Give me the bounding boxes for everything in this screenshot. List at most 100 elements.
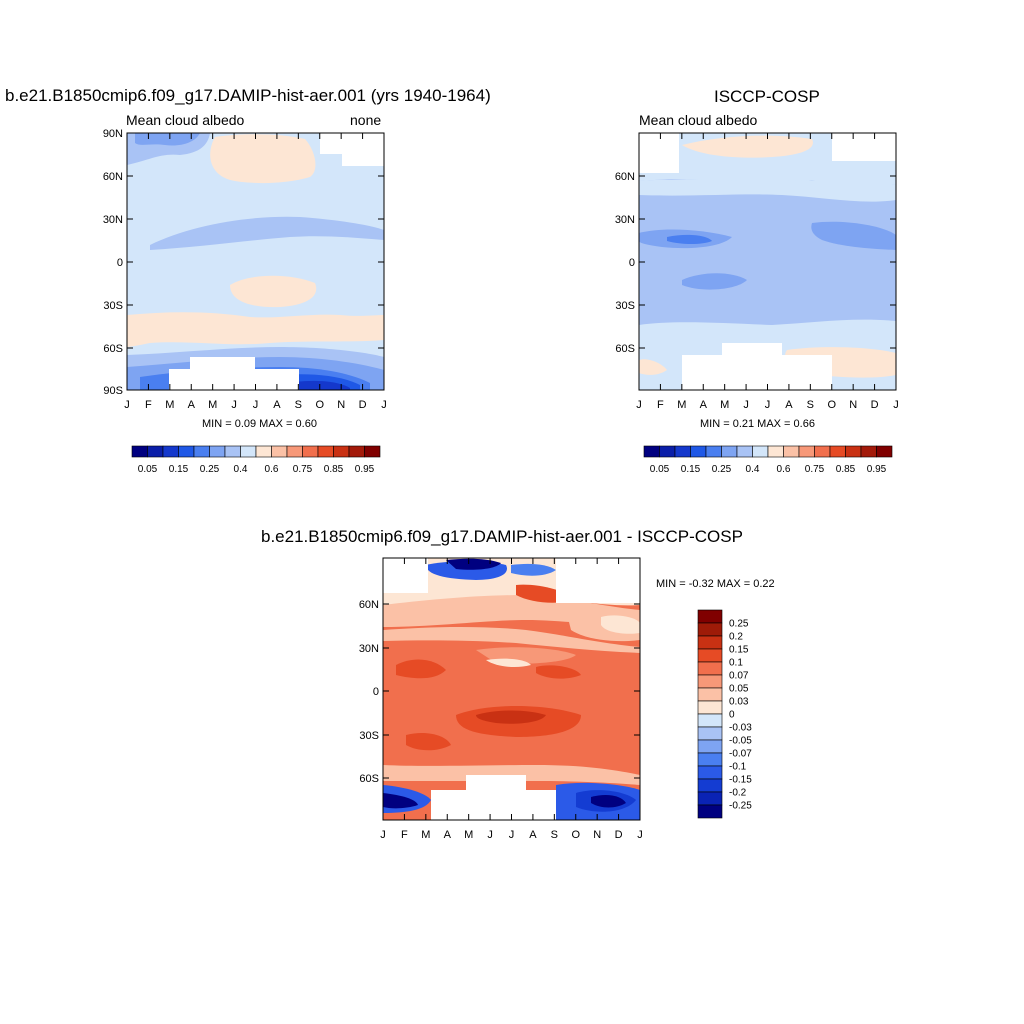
- x-tick-label: S: [295, 399, 302, 411]
- colorbar-swatch: [317, 445, 334, 458]
- colorbar-swatch: [364, 445, 381, 458]
- x-tick-label: J: [636, 399, 642, 411]
- panel2-title: ISCCP-COSP: [714, 87, 820, 106]
- x-tick-label: J: [765, 399, 771, 411]
- colorbar-label: 0.2: [729, 632, 743, 643]
- colorbar-swatch: [697, 713, 723, 728]
- y-tick-label: 90N: [103, 128, 123, 140]
- x-tick-label: J: [253, 399, 259, 411]
- colorbar-label: 0.05: [729, 684, 749, 695]
- colorbar-swatch: [860, 445, 877, 458]
- colorbar-swatch: [193, 445, 210, 458]
- colorbar-swatch: [240, 445, 257, 458]
- x-tick-label: F: [401, 829, 408, 841]
- x-tick-label: J: [487, 829, 493, 841]
- colorbar-label: 0.15: [729, 645, 749, 656]
- panel2-min-max: MIN = 0.21 MAX = 0.66: [700, 418, 815, 430]
- colorbar-label: 0.95: [355, 464, 375, 475]
- colorbar-label: 0.15: [169, 464, 189, 475]
- x-tick-label: N: [593, 829, 601, 841]
- panel1-units-label: none: [350, 112, 382, 128]
- colorbar-swatch: [674, 445, 691, 458]
- colorbar-swatch: [767, 445, 784, 458]
- x-tick-label: M: [464, 829, 473, 841]
- colorbar-swatch: [697, 661, 723, 676]
- x-tick-label: O: [315, 399, 324, 411]
- x-tick-label: F: [145, 399, 152, 411]
- y-tick-label: 30S: [103, 300, 123, 312]
- colorbar-swatch: [697, 648, 723, 663]
- y-tick-label: 90S: [103, 385, 123, 397]
- y-tick-label: 30N: [103, 214, 123, 226]
- panel3-colorbar: 0.25 0.2 0.15 0.1 0.07 0.05 0.03 0 -0.03 -0.05 -0.…: [697, 609, 752, 819]
- colorbar-swatch: [697, 726, 723, 741]
- x-tick-label: J: [124, 399, 130, 411]
- colorbar-label: 0.15: [681, 464, 701, 475]
- colorbar-swatch: [697, 622, 723, 637]
- colorbar-label: -0.03: [729, 723, 752, 734]
- colorbar-swatch: [705, 445, 722, 458]
- y-tick-label: 60S: [103, 343, 123, 355]
- colorbar-swatch: [302, 445, 319, 458]
- colorbar-label: -0.25: [729, 801, 752, 812]
- colorbar-swatch: [697, 609, 723, 624]
- x-tick-label: M: [421, 829, 430, 841]
- colorbar-swatch: [690, 445, 707, 458]
- panel1-variable-label: Mean cloud albedo: [126, 112, 245, 128]
- x-tick-label: J: [893, 399, 899, 411]
- colorbar-swatch: [876, 445, 893, 458]
- colorbar-swatch: [697, 752, 723, 767]
- x-tick-label: J: [637, 829, 643, 841]
- x-tick-label: O: [827, 399, 836, 411]
- colorbar-label: 0: [729, 710, 735, 721]
- colorbar-swatch: [659, 445, 676, 458]
- colorbar-label: 0.85: [836, 464, 856, 475]
- colorbar-swatch: [814, 445, 831, 458]
- x-tick-label: M: [165, 399, 174, 411]
- x-tick-label: J: [743, 399, 749, 411]
- colorbar-swatch: [643, 445, 660, 458]
- colorbar-swatch: [209, 445, 226, 458]
- panel1-colorbar: 0.05 0.15 0.25 0.4 0.6 0.75 0.85 0.95: [131, 445, 381, 475]
- colorbar-label: 0.05: [650, 464, 670, 475]
- colorbar-swatch: [271, 445, 288, 458]
- y-tick-label: 0: [373, 686, 379, 698]
- colorbar-swatch: [845, 445, 862, 458]
- x-tick-label: M: [208, 399, 217, 411]
- colorbar-swatch: [162, 445, 179, 458]
- colorbar-swatch: [333, 445, 350, 458]
- panel2-variable-label: Mean cloud albedo: [639, 112, 758, 128]
- colorbar-label: -0.2: [729, 788, 747, 799]
- x-tick-label: A: [444, 829, 452, 841]
- x-tick-label: M: [720, 399, 729, 411]
- colorbar-label: 0.6: [777, 464, 791, 475]
- x-tick-label: N: [849, 399, 857, 411]
- colorbar-label: -0.05: [729, 736, 752, 747]
- colorbar-swatch: [178, 445, 195, 458]
- panel3-min-max: MIN = -0.32 MAX = 0.22: [656, 578, 775, 590]
- colorbar-label: 0.6: [265, 464, 279, 475]
- x-tick-label: J: [381, 399, 387, 411]
- colorbar-label: 0.85: [324, 464, 344, 475]
- panel1-title: b.e21.B1850cmip6.f09_g17.DAMIP-hist-aer.…: [5, 86, 491, 105]
- x-tick-label: A: [785, 399, 793, 411]
- colorbar-label: 0.4: [234, 464, 248, 475]
- colorbar-swatch: [286, 445, 303, 458]
- y-tick-label: 60S: [615, 343, 635, 355]
- colorbar-swatch: [348, 445, 365, 458]
- colorbar-swatch: [697, 674, 723, 689]
- colorbar-swatch: [147, 445, 164, 458]
- colorbar-label: 0.75: [293, 464, 313, 475]
- colorbar-swatch: [697, 765, 723, 780]
- colorbar-swatch: [224, 445, 241, 458]
- y-tick-label: 30N: [615, 214, 635, 226]
- colorbar-label: 0.25: [729, 619, 749, 630]
- colorbar-swatch: [736, 445, 753, 458]
- colorbar-swatch: [721, 445, 738, 458]
- y-tick-label: 30S: [359, 730, 379, 742]
- x-tick-label: J: [231, 399, 237, 411]
- colorbar-swatch: [798, 445, 815, 458]
- x-tick-label: M: [677, 399, 686, 411]
